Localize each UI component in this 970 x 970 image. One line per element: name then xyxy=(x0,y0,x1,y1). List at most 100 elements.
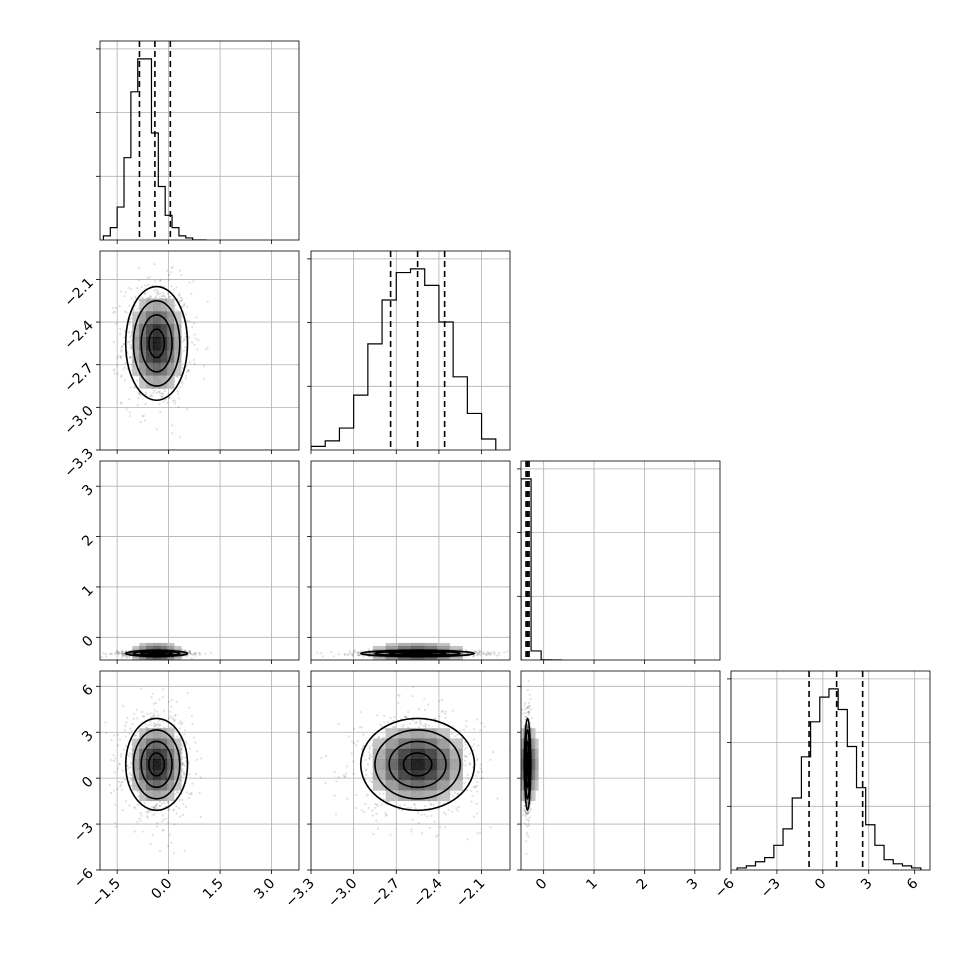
sample-point xyxy=(457,793,459,795)
sample-point xyxy=(430,815,432,817)
density-cell xyxy=(139,661,146,665)
density-cell xyxy=(424,643,437,647)
density-cell xyxy=(411,661,424,665)
sample-point xyxy=(191,326,193,328)
sample-point xyxy=(140,421,142,423)
sample-point xyxy=(142,415,144,417)
sample-point xyxy=(154,296,156,298)
sample-point xyxy=(174,719,176,721)
sample-point xyxy=(470,790,472,792)
sample-point xyxy=(188,706,190,708)
sample-point xyxy=(113,341,115,343)
sample-point xyxy=(418,822,420,824)
density-cell xyxy=(424,646,437,650)
sample-point xyxy=(454,791,456,793)
sample-point xyxy=(155,292,157,294)
sample-point xyxy=(387,721,389,723)
sample-point xyxy=(343,774,345,776)
sample-point xyxy=(155,289,157,291)
sample-point xyxy=(128,733,130,735)
sample-point xyxy=(193,736,195,738)
sample-point xyxy=(464,760,466,762)
sample-point xyxy=(181,776,183,778)
sample-point xyxy=(401,726,403,728)
sample-point xyxy=(194,741,196,743)
sample-point xyxy=(351,653,353,655)
sample-point xyxy=(476,759,478,761)
sample-point xyxy=(188,651,190,653)
sample-point xyxy=(114,803,116,805)
sample-point xyxy=(118,781,120,783)
density-cell xyxy=(411,759,424,770)
sample-point xyxy=(358,654,360,656)
sample-point xyxy=(184,773,186,775)
sample-point xyxy=(487,653,489,655)
sample-point xyxy=(184,336,186,338)
sample-point xyxy=(152,834,154,836)
sample-point xyxy=(156,392,158,394)
sample-point xyxy=(170,842,172,844)
sample-point xyxy=(476,832,478,834)
sample-point xyxy=(163,710,165,712)
sample-point xyxy=(188,797,190,799)
density-cell xyxy=(132,646,139,650)
sample-point xyxy=(143,802,145,804)
sample-point xyxy=(528,680,530,682)
sample-point xyxy=(129,411,131,413)
sample-point xyxy=(363,655,365,657)
sample-point xyxy=(367,793,369,795)
sample-point xyxy=(121,651,123,653)
sample-point xyxy=(119,333,121,335)
sample-point xyxy=(399,695,401,697)
sample-point xyxy=(480,768,482,770)
density-cell xyxy=(424,661,437,665)
sample-point xyxy=(119,305,121,307)
sample-point xyxy=(195,652,197,654)
density-cell xyxy=(167,643,174,647)
sample-point xyxy=(146,713,148,715)
sample-point xyxy=(364,759,366,761)
sample-point xyxy=(129,347,131,349)
sample-point xyxy=(181,799,183,801)
sample-point xyxy=(136,717,138,719)
sample-point xyxy=(479,654,481,656)
sample-point xyxy=(150,723,152,725)
sample-point xyxy=(179,436,181,438)
panel-frame xyxy=(100,671,299,870)
sample-point xyxy=(200,776,202,778)
sample-point xyxy=(115,307,117,309)
density-cell xyxy=(398,661,411,665)
sample-point xyxy=(159,296,161,298)
sample-point xyxy=(179,269,181,271)
sample-point xyxy=(154,709,156,711)
sample-point xyxy=(188,336,190,338)
sample-point xyxy=(175,309,177,311)
sample-point xyxy=(170,285,172,287)
sample-point xyxy=(112,312,114,314)
sample-point xyxy=(182,771,184,773)
sample-point xyxy=(185,375,187,377)
sample-point xyxy=(162,401,164,403)
sample-point xyxy=(151,806,153,808)
sample-point xyxy=(477,772,479,774)
density-cell xyxy=(153,780,160,791)
sample-point xyxy=(371,809,373,811)
sample-point xyxy=(196,759,198,761)
sample-point xyxy=(439,826,441,828)
sample-point xyxy=(374,807,376,809)
sample-point xyxy=(168,717,170,719)
sample-point xyxy=(528,713,530,715)
sample-point xyxy=(144,293,146,295)
sample-point xyxy=(149,276,151,278)
sample-point xyxy=(154,390,156,392)
sample-point xyxy=(459,730,461,732)
sample-point xyxy=(378,736,380,738)
sample-point xyxy=(136,308,138,310)
sample-point xyxy=(344,653,346,655)
sample-point xyxy=(176,390,178,392)
sample-point xyxy=(412,686,414,688)
sample-point xyxy=(369,779,371,781)
sample-point xyxy=(482,777,484,779)
sample-point xyxy=(168,701,170,703)
density-cell xyxy=(411,739,424,750)
